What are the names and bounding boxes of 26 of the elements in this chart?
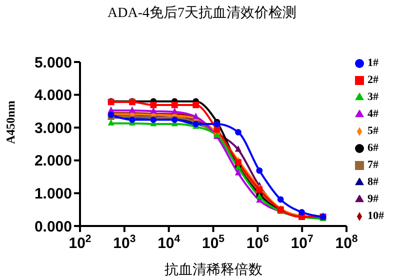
y-tick-label: 2.000 [34, 152, 72, 170]
legend-label: 1# [368, 57, 378, 69]
legend-label: 8# [368, 176, 378, 188]
legend-label: 7# [368, 159, 378, 171]
legend-label: 5# [368, 125, 378, 137]
legend-label: 4# [368, 108, 378, 120]
legend-label: 2# [368, 74, 378, 86]
legend-label: 10# [368, 210, 384, 222]
x-tick-label: 10$^{8}$ [335, 233, 358, 252]
legend-label: 9# [368, 193, 378, 205]
x-tick-label: 10$^{5}$ [202, 233, 225, 252]
legend-label: 6# [368, 142, 378, 154]
x-tick-label: 10$^{6}$ [246, 233, 270, 252]
x-tick-label: 10$^{3}$ [113, 233, 136, 252]
y-tick-label: 5.000 [34, 54, 72, 72]
x-tick-label: 10$^{2}$ [68, 233, 92, 252]
x-tick-label: 10$^{7}$ [290, 233, 314, 252]
legend-label: 3# [368, 91, 378, 103]
y-axis-title: A450nm [3, 100, 18, 144]
y-tick-label: 3.000 [34, 120, 72, 137]
y-tick-label: 4.000 [34, 87, 72, 104]
x-axis-title: 抗血清稀释倍数 [164, 262, 262, 278]
x-tick-label: 10$^{4}$ [158, 233, 180, 252]
y-tick-label: 0.000 [34, 218, 72, 236]
y-tick-label: 1.000 [34, 186, 72, 203]
chart-title: ADA-4免后7天抗血清效价检测 [106, 4, 298, 22]
